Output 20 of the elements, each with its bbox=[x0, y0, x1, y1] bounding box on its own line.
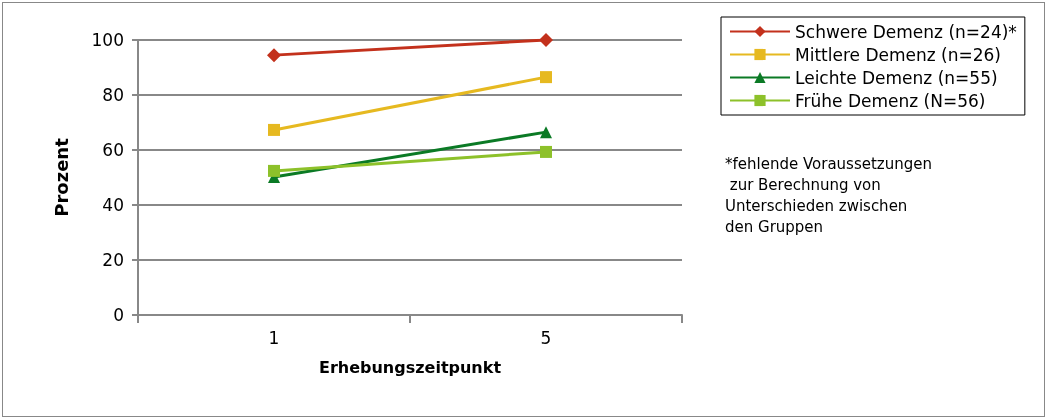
legend-label: Frühe Demenz (N=56) bbox=[795, 90, 986, 111]
x-axis-title: Erhebungszeitpunkt bbox=[318, 357, 502, 377]
point bbox=[540, 71, 552, 84]
x-tick-label: 5 bbox=[540, 327, 552, 348]
point bbox=[539, 33, 553, 47]
legend-label: Schwere Demenz (n=24)* bbox=[795, 21, 1017, 42]
y-tick-label: 60 bbox=[102, 140, 124, 160]
x-tick-label: 1 bbox=[268, 327, 280, 348]
y-tick-label: 80 bbox=[102, 85, 124, 105]
point bbox=[267, 48, 281, 63]
y-tick-label: 20 bbox=[102, 250, 124, 270]
point bbox=[268, 123, 280, 136]
point bbox=[540, 145, 552, 158]
y-tick-label: 100 bbox=[91, 30, 124, 50]
y-tick-label: 0 bbox=[113, 305, 124, 325]
legend-label: Leichte Demenz (n=55) bbox=[795, 67, 998, 88]
y-axis-title: Prozent bbox=[50, 137, 72, 217]
y-tick-label: 40 bbox=[102, 195, 124, 215]
legend-label: Mittlere Demenz (n=26) bbox=[795, 44, 1001, 65]
text: *fehlende Voraussetzungen zur Berechnung von Unterschieden zwischen den Gruppen bbox=[725, 154, 932, 236]
